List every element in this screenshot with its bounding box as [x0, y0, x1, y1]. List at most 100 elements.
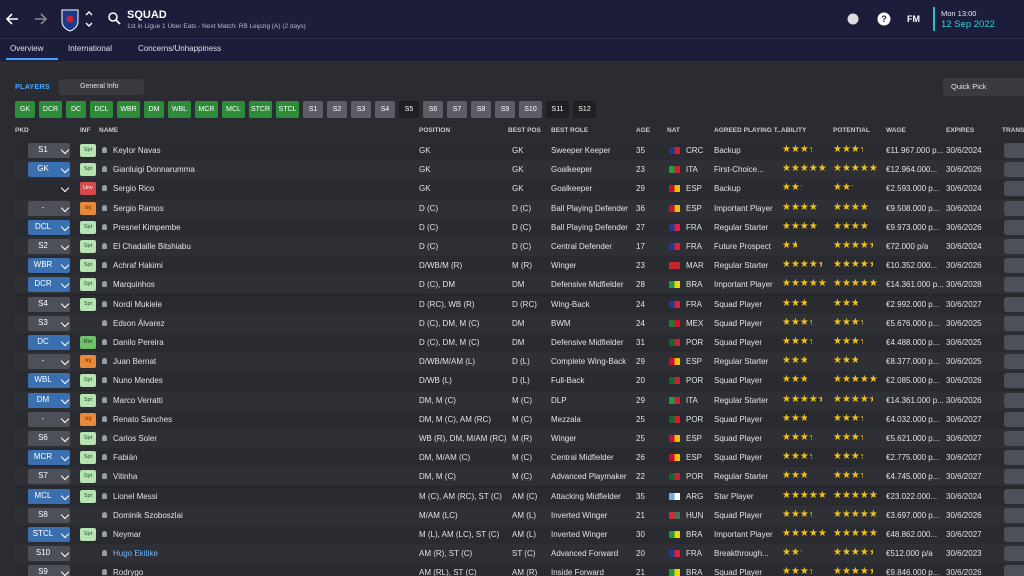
position-filter[interactable]: S12	[573, 101, 596, 118]
position-filter[interactable]: S1	[303, 101, 323, 118]
transfer-pill[interactable]	[1004, 181, 1024, 197]
pick-selector[interactable]: DCR	[28, 277, 70, 293]
ball-icon[interactable]	[847, 13, 859, 25]
player-name[interactable]: Nordi Mukiele	[113, 299, 162, 309]
position-filter[interactable]: WBR	[117, 101, 140, 118]
transfer-pill[interactable]	[1004, 392, 1024, 408]
pick-selector[interactable]: MCL	[28, 488, 70, 504]
pick-selector[interactable]: DM	[28, 392, 70, 408]
player-name[interactable]: Nuno Mendes	[113, 376, 163, 386]
pick-selector[interactable]: S3	[28, 315, 70, 331]
position-filter[interactable]: S4	[375, 101, 395, 118]
transfer-pill[interactable]	[1004, 431, 1024, 446]
transfer-pill[interactable]	[1004, 469, 1024, 485]
pick-selector[interactable]: WBR	[28, 258, 70, 274]
column-header[interactable]: WAGE	[886, 127, 906, 134]
tab[interactable]: International	[68, 44, 113, 53]
player-row[interactable]: WBL Spt Nuno Mendes D/WB (L) D (L) Full-Back 2…	[14, 371, 1024, 392]
forward[interactable]	[35, 13, 48, 25]
transfer-pill[interactable]	[1004, 565, 1024, 576]
player-row[interactable]: GK Spt Gianluigi Donnarumma GK GK Goalkeeper 2…	[14, 160, 1024, 181]
player-row[interactable]: - Inj Sergio Ramos D (C) D (C) Ball Playing D…	[14, 198, 1024, 219]
player-row[interactable]: DC Rm Danilo Pereira D (C), DM, M (C) DM Defe…	[14, 333, 1024, 353]
column-header[interactable]: EXPIRES	[946, 127, 975, 134]
pick-selector[interactable]: S6	[28, 431, 70, 446]
player-name[interactable]: Rodrygo	[113, 568, 144, 576]
pick-selector[interactable]: S7	[28, 469, 70, 485]
transfer-pill[interactable]	[1004, 335, 1024, 350]
player-name[interactable]: Renato Sanches	[113, 414, 173, 424]
player-row[interactable]: STCL Spt Neymar M (L), AM (LC), ST (C) AM (L…	[14, 525, 1024, 545]
position-filter[interactable]: S3	[351, 101, 371, 118]
position-filter[interactable]: S10	[519, 101, 542, 118]
player-name[interactable]: Neymar	[113, 530, 142, 539]
column-header[interactable]: PKD	[15, 127, 29, 134]
player-name[interactable]: Hugo Ekitike	[113, 549, 158, 559]
column-header[interactable]: BEST ROLE	[551, 127, 589, 134]
pick-selector[interactable]: DC	[28, 335, 70, 350]
pick-selector[interactable]: S9	[28, 565, 70, 576]
pick-selector[interactable]: -	[28, 354, 70, 370]
quick-pick[interactable]	[943, 78, 1024, 96]
club-switch[interactable]	[85, 11, 93, 27]
transfer-pill[interactable]	[1004, 507, 1024, 523]
help-icon[interactable]	[877, 12, 891, 26]
position-filter[interactable]: WBL	[168, 101, 191, 118]
transfer-pill[interactable]	[1004, 354, 1024, 370]
transfer-pill[interactable]	[1004, 527, 1024, 542]
player-name[interactable]: Lionel Messi	[113, 491, 158, 501]
player-row[interactable]: MCL Spt Lionel Messi M (C), AM (RC), ST (C)…	[14, 486, 1024, 507]
transfer-pill[interactable]	[1004, 450, 1024, 466]
position-filter[interactable]: S6	[423, 101, 443, 118]
player-row[interactable]: DM Spt Marco Verratti DM, M (C) M (C) DLP 29 IT…	[14, 390, 1024, 411]
player-name[interactable]: Presnel Kimpembe	[113, 222, 181, 232]
position-filter[interactable]: DC	[66, 101, 86, 118]
pick-selector[interactable]: STCL	[28, 527, 70, 542]
column-header[interactable]: POSITION	[419, 127, 451, 134]
transfer-pill[interactable]	[1004, 200, 1024, 216]
transfer-pill[interactable]	[1004, 239, 1024, 254]
position-filter[interactable]: MCR	[195, 101, 218, 118]
player-row[interactable]: S3 Edson Álvarez D (C), DM, M (C) DM BWM 24 ME…	[14, 313, 1024, 334]
player-row[interactable]: S10 Hugo Ekitike AM (R), ST (C) ST (C) Advan…	[14, 544, 1024, 565]
position-filter[interactable]: S2	[327, 101, 347, 118]
column-header[interactable]: TRANS	[1002, 127, 1024, 134]
player-name[interactable]: Marco Verratti	[113, 395, 163, 405]
pick-selector[interactable]: S8	[28, 507, 70, 523]
player-row[interactable]: DCL Spt Presnel Kimpembe D (C) D (C) Ball Pla…	[14, 217, 1024, 238]
player-name[interactable]: Vitinha	[113, 472, 138, 482]
transfer-pill[interactable]	[1004, 488, 1024, 504]
transfer-pill[interactable]	[1004, 296, 1024, 312]
date[interactable]: 12 Sep 2022	[941, 19, 995, 30]
transfer-pill[interactable]	[1004, 546, 1024, 562]
player-name[interactable]: Fabián	[113, 453, 138, 463]
player-row[interactable]: DCR Spt Marquinhos D (C), DM DM Defensive Mid…	[14, 275, 1024, 296]
column-header[interactable]: NAME	[99, 127, 119, 134]
transfer-pill[interactable]	[1004, 277, 1024, 293]
player-row[interactable]: S2 Spt El Chadaille Bitshiabu D (C) D (C) Cen…	[14, 237, 1024, 257]
position-filter[interactable]: GK	[15, 101, 35, 118]
player-name[interactable]: Juan Bernat	[113, 357, 157, 367]
position-filter[interactable]: S7	[447, 101, 467, 118]
position-filter[interactable]: S8	[471, 101, 491, 118]
player-name[interactable]: Sergio Rico	[113, 184, 155, 194]
player-name[interactable]: Keylor Navas	[113, 146, 161, 155]
column-header[interactable]: ABILITY	[781, 127, 807, 134]
pick-selector[interactable]: -	[28, 200, 70, 216]
pick-selector[interactable]: -	[28, 411, 70, 427]
column-header[interactable]: NAT	[667, 127, 680, 134]
column-header[interactable]: INF	[80, 127, 91, 134]
tab[interactable]: Overview	[10, 44, 44, 53]
transfer-pill[interactable]	[1004, 373, 1024, 389]
player-name[interactable]: Sergio Ramos	[113, 203, 164, 213]
player-name[interactable]: Carlos Soler	[113, 434, 158, 443]
position-filter[interactable]: S9	[495, 101, 515, 118]
pick-selector[interactable]	[28, 181, 70, 196]
player-row[interactable]: S1 Spt Keylor Navas GK GK Sweeper Keeper 35 CRC…	[14, 141, 1024, 161]
player-row[interactable]: - Inj Juan Bernat D/WB/M/AM (L) D (L) Complet…	[14, 352, 1024, 373]
player-row[interactable]: S6 Spt Carlos Soler WB (R), DM, M/AM (RC) M …	[14, 429, 1024, 449]
pick-selector[interactable]: S2	[28, 239, 70, 254]
player-name[interactable]: Marquinhos	[113, 280, 155, 290]
player-name[interactable]: Edson Álvarez	[113, 318, 165, 328]
player-name[interactable]: Danilo Pereira	[113, 338, 164, 347]
